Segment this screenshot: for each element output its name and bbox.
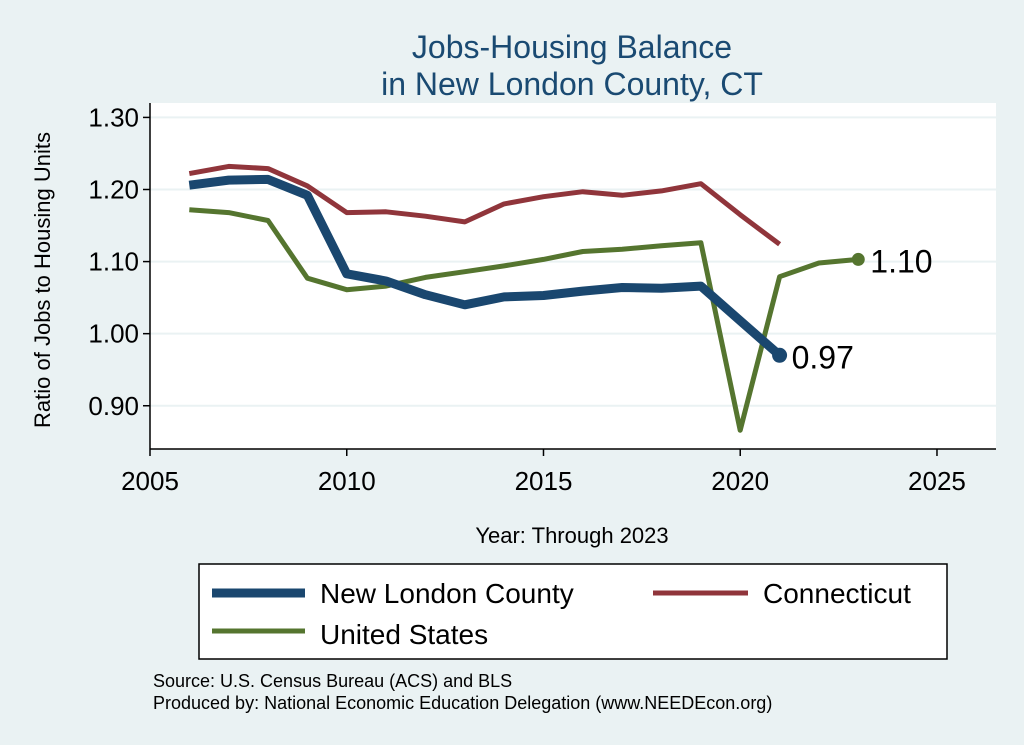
- series-line-connecticut: [188, 163, 782, 247]
- y-axis-label: Ratio of Jobs to Housing Units: [30, 132, 55, 428]
- x-tick-label: 2010: [318, 466, 376, 496]
- legend: New London County Connecticut United Sta…: [198, 563, 948, 660]
- y-tick-label: 1.10: [88, 247, 139, 277]
- end-label-united-states: 1.10: [870, 243, 932, 279]
- x-axis-label: Year: Through 2023: [475, 523, 668, 548]
- x-tick-label: 2015: [515, 466, 573, 496]
- legend-label-united-states: United States: [320, 619, 488, 650]
- x-tick-label: 2025: [908, 466, 966, 496]
- series-line-united-states: [189, 207, 859, 433]
- y-tick-label: 1.30: [88, 102, 139, 132]
- end-marker-united-states: [851, 252, 865, 266]
- plot-area: [150, 103, 996, 449]
- source-note: Source: U.S. Census Bureau (ACS) and BLS: [153, 671, 512, 691]
- y-tick-label: 0.90: [88, 391, 139, 421]
- x-tick-label: 2020: [711, 466, 769, 496]
- end-label-new-london-county: 0.97: [792, 339, 854, 375]
- series-endpoints: 1.10 0.97: [772, 243, 933, 375]
- y-tick-label: 1.20: [88, 175, 139, 205]
- legend-label-connecticut: Connecticut: [763, 578, 911, 609]
- x-axis: 2005 2010 2015 2020 2025: [121, 448, 996, 496]
- series-lines: [188, 163, 859, 433]
- legend-box: [198, 563, 948, 660]
- legend-label-new-london-county: New London County: [320, 578, 574, 609]
- series-line-new-london-county: [188, 174, 783, 359]
- y-tick-label: 1.00: [88, 319, 139, 349]
- chart-title-line-2: in New London County, CT: [381, 66, 763, 102]
- x-tick-label: 2005: [121, 466, 179, 496]
- chart-title-line-1: Jobs-Housing Balance: [412, 29, 732, 65]
- producer-note: Produced by: National Economic Education…: [153, 693, 772, 713]
- end-marker-new-london-county: [772, 347, 788, 363]
- y-axis: 0.90 1.00 1.10 1.20 1.30: [88, 102, 151, 449]
